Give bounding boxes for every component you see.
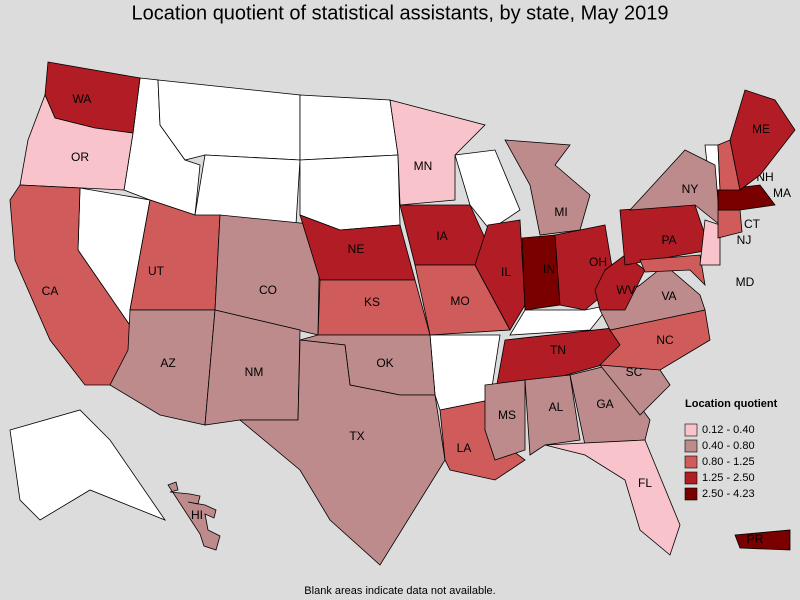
state-label: CA bbox=[42, 284, 59, 298]
state-label: IN bbox=[543, 262, 555, 276]
state-nd bbox=[299, 94, 399, 161]
state bbox=[299, 214, 416, 281]
state-label: HI bbox=[191, 508, 203, 522]
state-label: WA bbox=[73, 92, 92, 106]
state-label: MN bbox=[414, 159, 433, 173]
legend-swatch bbox=[684, 471, 698, 485]
legend-label: 0.12 - 0.40 bbox=[702, 424, 755, 436]
state bbox=[524, 374, 581, 456]
state-label: VA bbox=[661, 289, 676, 303]
state-label: MA bbox=[773, 186, 791, 200]
state bbox=[729, 89, 796, 191]
state-label: ME bbox=[752, 122, 770, 136]
state-label: MS bbox=[498, 408, 516, 422]
state-label: GA bbox=[596, 397, 613, 411]
state bbox=[504, 139, 591, 236]
legend-title: Location quotient bbox=[685, 398, 778, 410]
legend-swatch bbox=[684, 487, 698, 501]
state-label: MI bbox=[554, 205, 567, 219]
state-label: OK bbox=[376, 356, 393, 370]
state-label: NE bbox=[348, 242, 365, 256]
state-label: NM bbox=[245, 365, 264, 379]
state-label: IA bbox=[436, 229, 447, 243]
state bbox=[599, 264, 706, 331]
state bbox=[629, 149, 721, 226]
state-label: CO bbox=[259, 283, 277, 297]
state-label: MD bbox=[736, 275, 755, 289]
state bbox=[699, 219, 721, 266]
state-mt bbox=[157, 79, 301, 161]
state-label: WV bbox=[616, 283, 635, 297]
state-label: CT bbox=[744, 217, 761, 231]
state bbox=[238, 339, 446, 566]
state bbox=[717, 184, 776, 211]
state-label: NC bbox=[656, 333, 674, 347]
state bbox=[544, 439, 681, 556]
state bbox=[474, 219, 526, 331]
legend-label: 1.25 - 2.50 bbox=[702, 472, 755, 484]
legend-swatch bbox=[684, 455, 698, 469]
state-ak bbox=[9, 409, 167, 521]
states: WA OR CA UT AZ CO NM NE KS OK TX MN IA MO LA IL MI IN OH TN… bbox=[9, 61, 796, 566]
state-label: KS bbox=[364, 295, 380, 309]
state bbox=[639, 254, 706, 287]
state-ky bbox=[509, 304, 611, 336]
state-label: PR bbox=[747, 532, 764, 546]
legend-label: 0.80 - 1.25 bbox=[702, 456, 755, 468]
state bbox=[484, 379, 526, 461]
state-label: AL bbox=[549, 400, 564, 414]
legend: Location quotient 0.12 - 0.40 0.40 - 0.80… bbox=[684, 398, 778, 501]
state-label: OR bbox=[71, 150, 89, 164]
state-label: SC bbox=[626, 365, 643, 379]
state-label: FL bbox=[638, 476, 652, 490]
legend-swatch bbox=[684, 439, 698, 453]
legend-label: 2.50 - 4.23 bbox=[702, 488, 755, 500]
state bbox=[389, 99, 486, 206]
state-label: TX bbox=[349, 429, 364, 443]
state-sd bbox=[299, 154, 401, 231]
state-label: UT bbox=[148, 264, 165, 278]
state-label: NJ bbox=[737, 233, 752, 247]
state-label: TN bbox=[550, 343, 566, 357]
state bbox=[734, 529, 791, 551]
map-title: Location quotient of statistical assista… bbox=[132, 2, 669, 24]
state-label: IL bbox=[501, 265, 511, 279]
footnote: Blank areas indicate data not available. bbox=[304, 585, 495, 597]
state-label: LA bbox=[457, 441, 472, 455]
state-label: OH bbox=[589, 255, 607, 269]
legend-label: 0.40 - 0.80 bbox=[702, 440, 755, 452]
state bbox=[167, 481, 221, 551]
state-label: PA bbox=[661, 233, 676, 247]
state-wi bbox=[454, 149, 521, 231]
state bbox=[9, 184, 141, 386]
legend-swatch bbox=[684, 423, 698, 437]
state-label: NY bbox=[682, 182, 699, 196]
no-data-states bbox=[9, 77, 721, 521]
state-label: MO bbox=[450, 294, 469, 308]
state bbox=[19, 93, 134, 191]
state-label: AZ bbox=[160, 356, 175, 370]
